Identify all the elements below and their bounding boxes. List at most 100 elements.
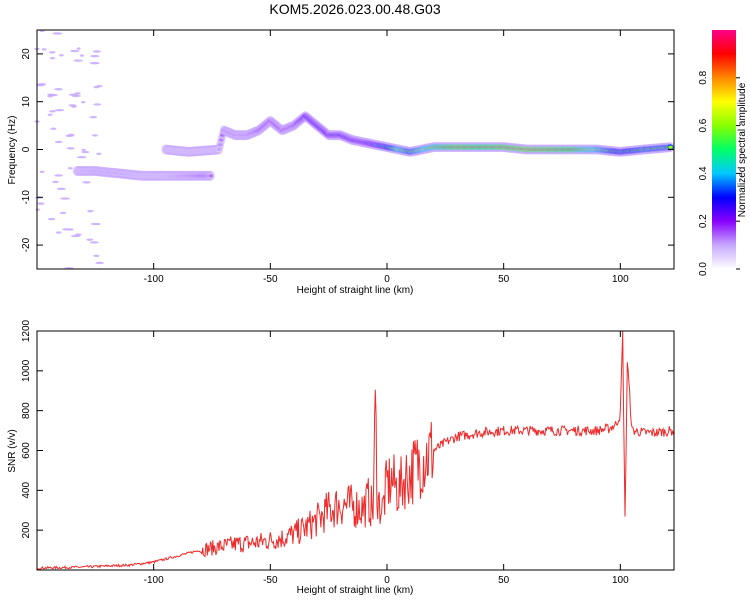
heatmap-noise-blob: [89, 61, 100, 65]
heatmap-noise-blob: [47, 113, 53, 116]
colorbar-tick-label: 0.4: [698, 166, 709, 180]
snr-y-tick-label: 400: [21, 482, 32, 499]
heatmap-noise-blob: [49, 110, 56, 113]
heatmap-noise-blob: [86, 238, 94, 241]
heatmap-marks: [34, 29, 675, 270]
heatmap-noise-blob: [59, 211, 67, 215]
heatmap-noise-blob: [37, 202, 45, 205]
colorbar-tick-label: 0.8: [698, 70, 709, 84]
heatmap-noise-blob: [90, 222, 101, 226]
heatmap-noise-blob: [76, 155, 87, 159]
heatmap-noise-blob: [49, 56, 56, 60]
snr-y-tick-label: 800: [21, 402, 32, 419]
heatmap-noise-blob: [90, 54, 100, 58]
heatmap-noise-blob: [89, 241, 99, 244]
heatmap-noise-blob: [91, 134, 99, 137]
heatmap-noise-blob: [87, 209, 94, 213]
snr-marks: [36, 330, 675, 570]
heatmap-noise-blob: [74, 92, 81, 95]
snr-y-tick-label: 600: [21, 442, 32, 459]
snr-y-tick-label: 1200: [21, 319, 32, 342]
heatmap-noise-blob: [81, 148, 86, 152]
heatmap-noise-blob: [56, 187, 66, 191]
colorbar-tick-label: 0.2: [698, 214, 709, 228]
heatmap-noise-blob: [39, 170, 45, 173]
heatmap-x-tick-label: 50: [498, 274, 510, 285]
heatmap-noise-blob: [79, 54, 85, 57]
heatmap-noise-blob: [60, 197, 70, 200]
snr-x-tick-label: -100: [144, 575, 164, 586]
heatmap-noise-blob: [62, 228, 71, 231]
snr-y-label: SNR (v/v): [7, 429, 18, 472]
heatmap-noise-blob: [41, 48, 47, 51]
colorbar: 0.0 0.2 0.4 0.6 0.8 Normalized spectral ampl…: [698, 30, 748, 276]
colorbar-gradient: [712, 30, 736, 269]
colorbar-tick-label: 0.6: [698, 118, 709, 132]
heatmap-noise-blob: [92, 50, 101, 53]
heatmap-x-label: Height of straight line (km): [297, 285, 414, 296]
heatmap-ridge-core: [668, 145, 673, 149]
heatmap-noise-blob: [54, 88, 63, 91]
heatmap-y-tick-label: -10: [21, 190, 32, 205]
heatmap-noise-blob: [52, 180, 59, 184]
heatmap-noise-blob: [35, 208, 40, 211]
heatmap-noise-blob: [70, 49, 80, 53]
heatmap-x-ticks: -100 -50 0 50 100: [144, 30, 629, 285]
heatmap-noise-blob: [81, 150, 90, 154]
heatmap-noise-blob: [48, 51, 56, 54]
heatmap-noise-blob: [55, 231, 62, 234]
heatmap-x-tick-label: -100: [144, 274, 164, 285]
heatmap-noise-blob: [81, 100, 86, 104]
heatmap-noise-blob: [47, 95, 54, 98]
heatmap-noise-blob: [70, 234, 81, 238]
heatmap-x-tick-label: 0: [384, 274, 390, 285]
heatmap-noise-blob: [73, 59, 84, 62]
heatmap-noise-blob: [54, 109, 65, 112]
snr-x-tick-label: 50: [498, 575, 510, 586]
heatmap-ridge-core: [208, 174, 214, 178]
heatmap-noise-blob: [76, 47, 81, 50]
heatmap-noise-blob: [37, 83, 47, 86]
snr-x-tick-label: -50: [263, 575, 278, 586]
heatmap-noise-blob: [52, 32, 63, 35]
heatmap-y-tick-label: 20: [21, 48, 32, 60]
colorbar-ticks: 0.0 0.2 0.4 0.6 0.8: [698, 70, 740, 276]
heatmap-noise-blob: [96, 84, 103, 88]
colorbar-label: Normalized spectral amplitude: [737, 82, 748, 217]
heatmap-noise-blob: [89, 116, 98, 119]
heatmap-y-tick-label: 0: [21, 146, 32, 152]
heatmap-x-tick-label: -50: [263, 274, 278, 285]
heatmap-noise-blob: [96, 152, 102, 155]
heatmap-noise-blob: [66, 147, 75, 150]
heatmap-y-tick-label: -20: [21, 237, 32, 252]
figure-title: KOM5.2026.023.00.48.G03: [269, 1, 440, 17]
heatmap-noise-blob: [95, 261, 104, 265]
snr-x-label: Height of straight line (km): [297, 585, 414, 596]
heatmap-noise-blob: [82, 181, 91, 184]
heatmap-y-label: Frequency (Hz): [7, 116, 18, 185]
snr-y-tick-label: 1000: [21, 359, 32, 382]
heatmap-y-tick-label: 10: [21, 96, 32, 108]
heatmap-noise-blob: [67, 167, 73, 170]
snr-x-ticks: -100 -50 0 50 100: [144, 331, 629, 586]
snr-y-ticks: 200 400 600 800 1000 1200: [21, 319, 674, 539]
heatmap-noise-blob: [47, 217, 56, 221]
snr-frame: [36, 330, 675, 571]
snr-x-tick-label: 0: [384, 575, 390, 586]
snr-line: [36, 330, 675, 570]
heatmap-noise-blob: [71, 105, 77, 108]
heatmap-noise-blob: [67, 133, 75, 136]
heatmap-x-tick-label: 100: [612, 274, 629, 285]
colorbar-tick-label: 0.0: [698, 262, 709, 276]
heatmap-noise-blob: [54, 140, 63, 144]
heatmap-noise-blob: [59, 54, 64, 57]
heatmap-noise-blob: [50, 127, 57, 130]
snr-y-tick-label: 200: [21, 521, 32, 538]
snr-panel: -100 -50 0 50 100 200 400 600 800 1000 1200 Heigh…: [7, 319, 675, 596]
heatmap-noise-blob: [93, 103, 102, 106]
snr-x-tick-label: 100: [612, 575, 629, 586]
heatmap-y-ticks: -20 -10 0 10 20: [21, 48, 674, 252]
heatmap-noise-blob: [54, 174, 63, 177]
